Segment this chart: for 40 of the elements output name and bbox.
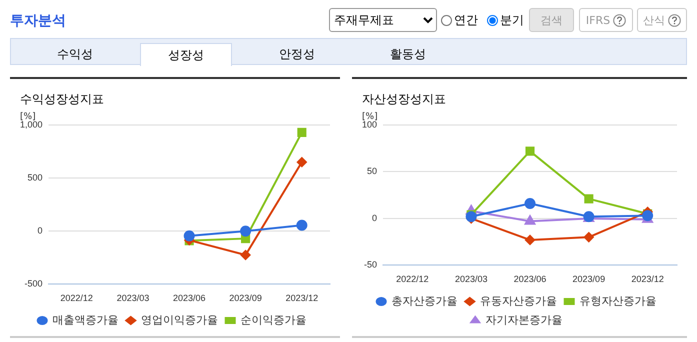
y-tick-label: -500 [24,278,43,289]
legend-label: 순이익증가율 [240,313,306,326]
x-tick-label: 2023/09 [572,274,606,284]
text: 투자분석 [10,12,66,30]
text: IFRS [586,14,610,26]
x-tick-label: 2023/06 [172,293,206,304]
legend-label: 유형자산증가율 [579,294,656,308]
text: 수익성 [56,46,94,63]
text: 분기 [500,12,524,28]
text: 산식 [643,12,665,28]
x-tick-label: 2023/03 [116,293,150,304]
y-tick-label: 1,000 [20,119,43,130]
text: 안정성 [278,46,316,63]
y-axis-title: [%] [362,112,378,122]
legend-label: 자기자본증가율 [485,313,562,326]
y-axis-title: [%] [20,112,36,122]
chart-title: 자산성장성지표 [362,91,446,108]
legend-label: 유동자산증가율 [480,294,557,308]
y-tick-label: 0 [38,226,43,236]
y-tick-label: 500 [27,172,43,183]
x-tick-label: 2023/12 [631,274,664,284]
y-tick-label: 50 [367,166,378,176]
x-tick-label: 2023/03 [454,274,488,284]
text: 성장성 [140,43,232,66]
legend-label: 매출액증가율 [52,313,118,326]
x-tick-label: 2022/12 [396,274,429,284]
chart-title: 수익성장성지표 [20,91,104,108]
y-tick-label: -50 [364,260,378,270]
text: 주재무제표 [329,8,437,32]
legend-label: 영업이익증가율 [140,313,218,326]
x-tick-label: 2023/12 [286,293,318,304]
text: 검색 [529,8,574,32]
text: 연간 [454,12,478,28]
x-tick-label: 2023/09 [229,293,262,304]
y-tick-label: 0 [372,212,378,223]
x-tick-label: 2022/12 [60,293,93,304]
text: 활동성 [389,46,427,63]
legend-label: 총자산증가율 [391,294,458,308]
x-tick-label: 2023/06 [514,274,546,284]
y-tick-label: 100 [362,119,378,130]
